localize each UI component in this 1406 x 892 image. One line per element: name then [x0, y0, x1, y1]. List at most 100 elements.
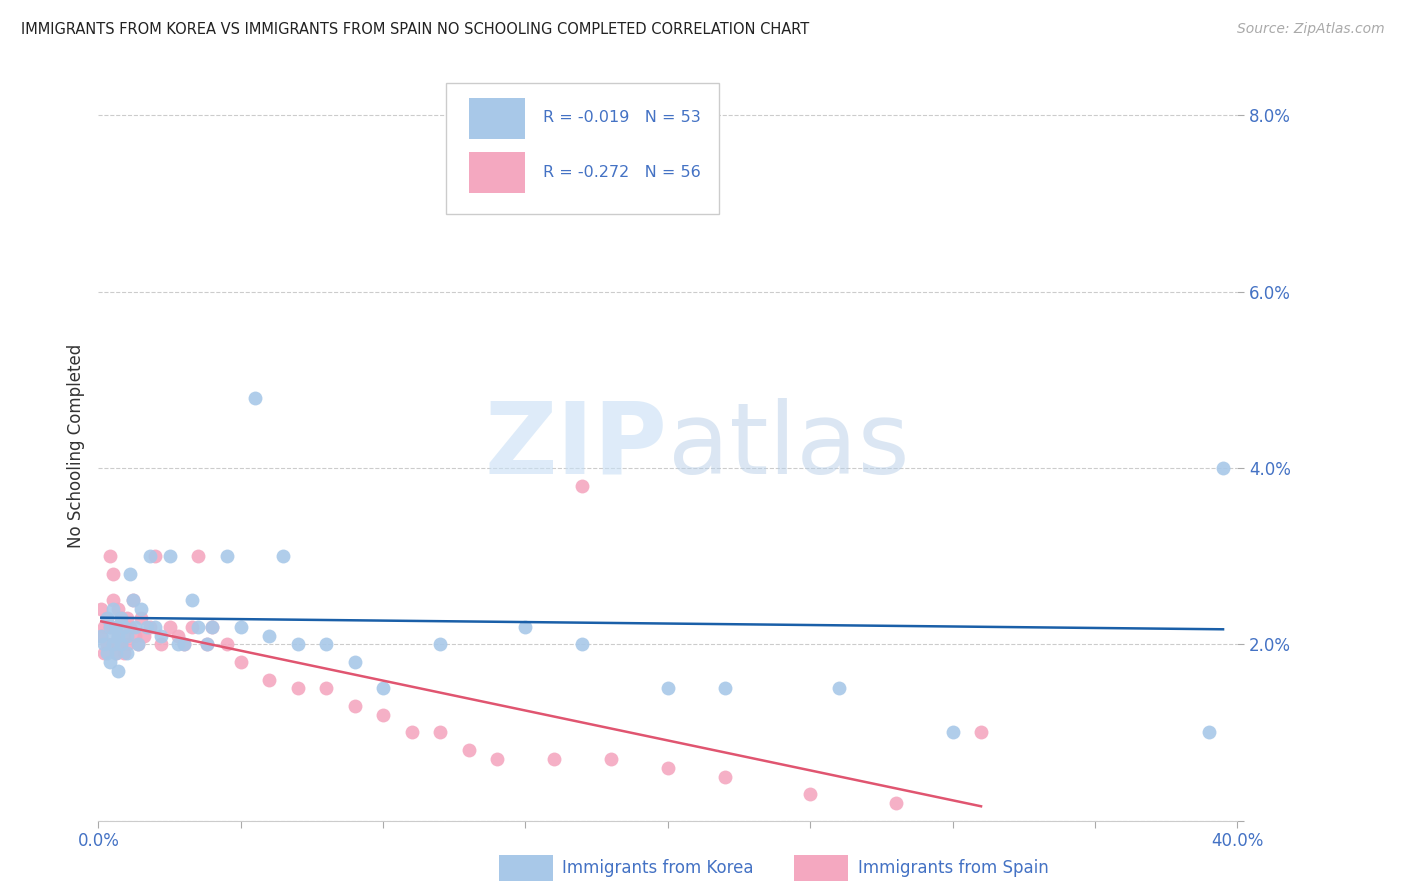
FancyBboxPatch shape: [468, 97, 526, 139]
Point: [93, 637, 115, 651]
Text: Immigrants from Korea: Immigrants from Korea: [562, 859, 754, 877]
Point: [115, 628, 138, 642]
Point: [273, 549, 295, 564]
Point: [714, 681, 737, 696]
Point: [799, 787, 821, 801]
Point: [486, 752, 509, 766]
Point: [373, 707, 395, 722]
Point: [118, 566, 141, 581]
Y-axis label: No Schooling Completed: No Schooling Completed: [66, 344, 84, 548]
Point: [401, 725, 423, 739]
Point: [132, 628, 155, 642]
Point: [287, 637, 309, 651]
Point: [124, 628, 146, 642]
Point: [104, 620, 127, 634]
Point: [115, 611, 138, 625]
Point: [90, 628, 112, 642]
FancyBboxPatch shape: [468, 152, 526, 193]
Point: [124, 620, 146, 634]
Point: [215, 549, 238, 564]
Point: [259, 628, 281, 642]
Point: [181, 620, 204, 634]
Point: [571, 637, 593, 651]
Point: [112, 620, 135, 634]
Point: [96, 646, 118, 660]
Point: [96, 611, 118, 625]
Point: [127, 637, 149, 651]
Point: [135, 620, 157, 634]
Point: [104, 620, 127, 634]
Point: [657, 761, 679, 775]
Point: [970, 725, 993, 739]
Point: [343, 655, 366, 669]
Point: [229, 655, 252, 669]
Point: [110, 637, 132, 651]
Point: [129, 611, 152, 625]
Point: [315, 681, 337, 696]
Point: [167, 637, 190, 651]
Point: [110, 637, 132, 651]
Point: [457, 743, 479, 757]
Point: [96, 637, 118, 651]
Point: [315, 637, 337, 651]
Point: [259, 673, 281, 687]
Text: atlas: atlas: [668, 398, 910, 494]
Point: [138, 549, 160, 564]
Point: [127, 637, 149, 651]
Point: [93, 646, 115, 660]
Point: [187, 549, 209, 564]
Text: IMMIGRANTS FROM KOREA VS IMMIGRANTS FROM SPAIN NO SCHOOLING COMPLETED CORRELATIO: IMMIGRANTS FROM KOREA VS IMMIGRANTS FROM…: [21, 22, 810, 37]
Point: [107, 628, 129, 642]
Point: [201, 620, 224, 634]
Point: [150, 628, 173, 642]
Point: [159, 549, 181, 564]
Point: [201, 620, 224, 634]
Point: [101, 602, 124, 616]
Point: [107, 602, 129, 616]
Point: [195, 637, 218, 651]
Point: [515, 620, 537, 634]
Point: [543, 752, 565, 766]
Point: [104, 646, 127, 660]
Point: [243, 391, 266, 405]
Point: [373, 681, 395, 696]
Point: [173, 637, 195, 651]
Text: Immigrants from Spain: Immigrants from Spain: [858, 859, 1049, 877]
Point: [229, 620, 252, 634]
Point: [429, 725, 451, 739]
Point: [101, 593, 124, 607]
Point: [121, 593, 143, 607]
Point: [195, 637, 218, 651]
Point: [457, 170, 479, 185]
Point: [150, 637, 173, 651]
Text: ZIP: ZIP: [485, 398, 668, 494]
Point: [1212, 461, 1234, 475]
Text: Source: ZipAtlas.com: Source: ZipAtlas.com: [1237, 22, 1385, 37]
Point: [215, 637, 238, 651]
Point: [145, 620, 167, 634]
Point: [287, 681, 309, 696]
Point: [828, 681, 851, 696]
Point: [90, 602, 112, 616]
Point: [101, 637, 124, 651]
Point: [98, 655, 121, 669]
Point: [98, 549, 121, 564]
Point: [93, 620, 115, 634]
Point: [101, 628, 124, 642]
Point: [110, 611, 132, 625]
Point: [115, 646, 138, 660]
Point: [187, 620, 209, 634]
Point: [600, 752, 623, 766]
Text: R = -0.019   N = 53: R = -0.019 N = 53: [543, 111, 700, 125]
Point: [98, 620, 121, 634]
FancyBboxPatch shape: [446, 83, 718, 214]
Point: [112, 628, 135, 642]
Point: [118, 620, 141, 634]
Point: [173, 637, 195, 651]
Point: [121, 593, 143, 607]
Point: [96, 611, 118, 625]
Text: R = -0.272   N = 56: R = -0.272 N = 56: [543, 165, 700, 180]
Point: [101, 566, 124, 581]
Point: [657, 681, 679, 696]
Point: [112, 646, 135, 660]
